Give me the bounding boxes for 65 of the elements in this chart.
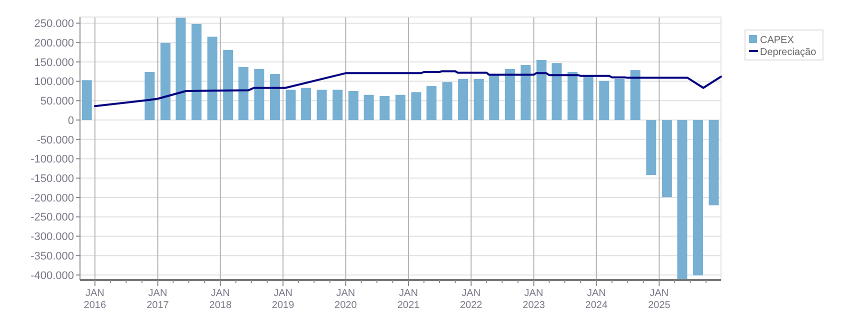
y-tick-label: -400.000 bbox=[30, 270, 74, 282]
bar bbox=[411, 92, 422, 120]
y-tick-label: 0 bbox=[68, 114, 74, 127]
y-tick-label: 200.000 bbox=[34, 37, 74, 50]
y-tick-label: -300.000 bbox=[30, 231, 74, 244]
y-tick-label: -250.000 bbox=[30, 212, 74, 224]
bar bbox=[380, 96, 390, 120]
x-tick-label: JAN 2022 bbox=[460, 288, 483, 311]
bar bbox=[568, 72, 578, 120]
bar bbox=[332, 90, 343, 120]
legend-label: Depreciação bbox=[760, 47, 817, 58]
bar bbox=[599, 80, 610, 120]
bar bbox=[144, 72, 155, 120]
y-tick-label: -350.000 bbox=[30, 250, 74, 262]
bar bbox=[207, 36, 218, 120]
bar bbox=[677, 120, 688, 280]
bar bbox=[426, 86, 436, 120]
x-tick-label: JAN 2023 bbox=[522, 288, 546, 311]
x-tick-label: JAN 2025 bbox=[648, 288, 671, 311]
bar bbox=[458, 78, 468, 120]
bar bbox=[614, 78, 625, 120]
x-tick-label: JAN 2020 bbox=[334, 288, 358, 311]
y-tick-label: 250.000 bbox=[34, 18, 74, 30]
x-tick-label: JAN 2018 bbox=[209, 288, 232, 311]
bar bbox=[504, 68, 515, 120]
bar bbox=[662, 120, 672, 198]
y-tick-label: -50.000 bbox=[36, 134, 74, 146]
bar bbox=[489, 75, 500, 120]
bar bbox=[348, 90, 358, 120]
bar bbox=[254, 68, 264, 120]
bar bbox=[238, 66, 248, 120]
bar bbox=[316, 90, 327, 120]
bar bbox=[646, 120, 656, 176]
bar bbox=[82, 80, 92, 120]
y-tick-label: -150.000 bbox=[30, 172, 74, 185]
bar bbox=[192, 24, 202, 120]
bar bbox=[708, 120, 719, 206]
bar bbox=[364, 94, 374, 120]
x-tick-label: JAN 2017 bbox=[146, 288, 170, 311]
bar bbox=[286, 90, 296, 120]
bar bbox=[270, 74, 280, 120]
bar bbox=[223, 50, 234, 120]
y-tick-label: 150.000 bbox=[34, 56, 74, 69]
y-tick-label: 100.000 bbox=[34, 76, 74, 88]
bar bbox=[583, 76, 594, 120]
bar bbox=[474, 78, 484, 120]
bar bbox=[301, 88, 312, 120]
bar bbox=[630, 70, 640, 120]
x-tick-label: JAN 2016 bbox=[84, 288, 106, 311]
bar bbox=[536, 60, 546, 120]
y-tick-label: -200.000 bbox=[30, 192, 74, 204]
bar bbox=[520, 65, 531, 120]
y-tick-label: -100.000 bbox=[30, 154, 74, 166]
line-series bbox=[94, 70, 722, 108]
legend-label: CAPEX bbox=[760, 35, 794, 46]
bar bbox=[442, 82, 452, 120]
bar bbox=[176, 18, 186, 120]
y-tick-label: 50.000 bbox=[40, 96, 74, 108]
x-tick-label: JAN 2024 bbox=[585, 288, 608, 311]
bar bbox=[693, 120, 704, 276]
x-tick-label: JAN 2021 bbox=[397, 288, 420, 311]
bar bbox=[395, 94, 406, 120]
x-tick-label: JAN 2019 bbox=[272, 288, 295, 311]
bar bbox=[160, 42, 170, 120]
bar bbox=[552, 63, 562, 120]
